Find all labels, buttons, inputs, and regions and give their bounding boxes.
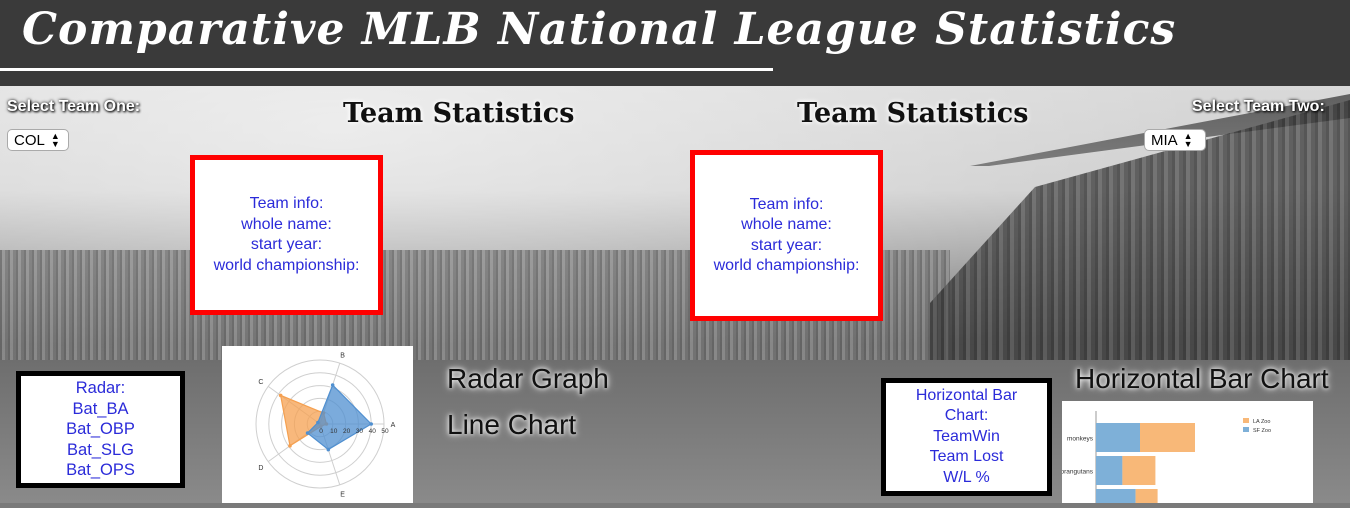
team-one-info-line: start year: bbox=[250, 236, 323, 253]
select-arrows-icon: ▲ ▼ bbox=[1183, 131, 1193, 149]
team-two-info-box: Team info: whole name: start year: world… bbox=[690, 150, 883, 321]
hbar-legend-swatch bbox=[1243, 427, 1249, 432]
team-two-select-label: Select Team Two: bbox=[1192, 98, 1325, 115]
radar-data-point bbox=[369, 422, 373, 426]
radar-box-line: Bat_BA bbox=[72, 399, 129, 418]
radar-data-point bbox=[330, 383, 335, 387]
hbar-bar bbox=[1140, 423, 1195, 452]
hbar-legend-label: SF Zoo bbox=[1253, 428, 1271, 434]
radar-data-point bbox=[278, 393, 283, 398]
team-two-selected-value: MIA bbox=[1151, 131, 1178, 149]
team-two-heading: Team Statistics bbox=[797, 98, 1029, 129]
title-underline bbox=[0, 68, 773, 71]
team-one-info-line: Team info: bbox=[249, 195, 324, 212]
radar-box-line: Bat_OPS bbox=[66, 461, 135, 480]
radar-box-line: Radar: bbox=[75, 379, 126, 398]
team-two-info-line: start year: bbox=[750, 236, 823, 254]
radar-axis-label: E bbox=[340, 491, 345, 498]
team-one-info-line: whole name: bbox=[241, 215, 332, 233]
hbar-box-line: Team Lost bbox=[929, 448, 1004, 466]
radar-box-line: Bat_SLG bbox=[67, 440, 134, 459]
radar-chart: A B C D E 0 10 20 30 40 50 bbox=[255, 353, 396, 498]
team-one-info-box: Team info: whole name: start year: world… bbox=[190, 155, 383, 315]
radar-axis-label: D bbox=[258, 465, 263, 472]
hbar-box-line: Chart: bbox=[944, 407, 989, 425]
radar-tick-label: 30 bbox=[356, 428, 364, 435]
hbar-metrics-box: Horizontal Bar Chart: TeamWin Team Lost … bbox=[881, 378, 1052, 496]
hbar-bar bbox=[1096, 456, 1123, 485]
radar-graph-label: Radar Graph bbox=[447, 363, 609, 394]
hbar-bar bbox=[1096, 489, 1136, 508]
team-one-select[interactable]: COL ▲ ▼ bbox=[7, 129, 69, 151]
radar-chart-panel: A B C D E 0 10 20 30 40 50 bbox=[222, 346, 413, 503]
team-two-info-line: world championship: bbox=[713, 257, 860, 274]
radar-box-line: Bat_OBP bbox=[66, 420, 135, 439]
radar-data-point bbox=[326, 447, 331, 452]
team-one-selected-value: COL bbox=[14, 131, 45, 149]
hbar-bar bbox=[1135, 489, 1158, 508]
radar-axis-label: C bbox=[258, 379, 263, 386]
radar-tick-label: 50 bbox=[381, 428, 389, 435]
hbar-legend-label: LA Zoo bbox=[1253, 419, 1270, 425]
page-title: Comparative MLB National League Statisti… bbox=[22, 4, 1177, 55]
team-two-info-line: whole name: bbox=[741, 216, 832, 233]
select-arrows-icon: ▲ ▼ bbox=[50, 131, 60, 149]
team-one-heading: Team Statistics bbox=[343, 98, 575, 129]
hbar-bar bbox=[1096, 423, 1140, 452]
hbar-bar bbox=[1122, 456, 1156, 485]
hbar-box-line: W/L % bbox=[943, 468, 990, 486]
hbar-box-line: TeamWin bbox=[933, 427, 1000, 445]
radar-tick-label: 0 bbox=[319, 428, 323, 435]
line-chart-label: Line Chart bbox=[447, 409, 577, 440]
team-one-select-label: Select Team One: bbox=[7, 98, 141, 115]
hbar-chart: monkeys orangutans LA Zoo SF Zoo bbox=[1060, 411, 1271, 508]
radar-tick-label: 40 bbox=[369, 428, 377, 435]
hbar-legend-swatch bbox=[1243, 418, 1249, 423]
hbar-chart-panel: monkeys orangutans LA Zoo SF Zoo bbox=[1060, 401, 1313, 508]
hbar-box-line: Horizontal Bar bbox=[915, 386, 1018, 404]
radar-data-point bbox=[316, 420, 320, 425]
radar-metrics-box: Radar: Bat_BA Bat_OBP Bat_SLG Bat_OPS bbox=[16, 371, 185, 488]
radar-tick-label: 20 bbox=[343, 428, 351, 435]
radar-tick-label: 10 bbox=[330, 428, 338, 435]
radar-data-point bbox=[305, 431, 310, 435]
header-bar: Comparative MLB National League Statisti… bbox=[0, 0, 1350, 86]
hbar-category-label: monkeys bbox=[1067, 436, 1094, 443]
team-two-select[interactable]: MIA ▲ ▼ bbox=[1144, 129, 1206, 151]
team-one-info-line: world championship: bbox=[213, 256, 360, 274]
radar-axis-label: B bbox=[340, 353, 345, 360]
radar-data-point bbox=[288, 444, 292, 448]
hbar-category-label: orangutans bbox=[1062, 469, 1094, 476]
team-two-info-line: Team info: bbox=[749, 195, 824, 213]
radar-axis-label: A bbox=[391, 422, 396, 429]
radar-series-area bbox=[306, 383, 373, 451]
hbar-chart-label: Horizontal Bar Chart bbox=[1075, 363, 1329, 394]
